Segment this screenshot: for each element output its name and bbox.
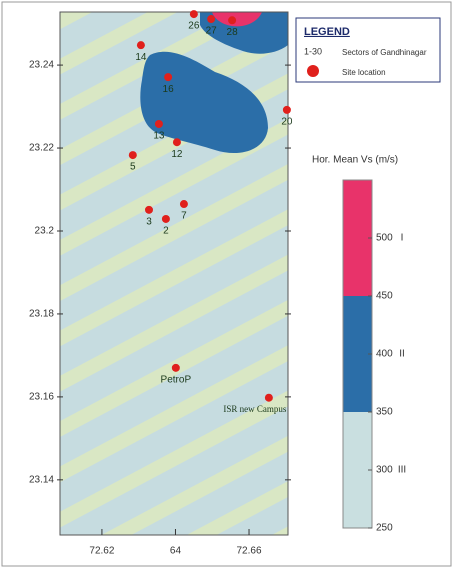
y-tick-label: 23.16: [29, 392, 54, 403]
x-tick-label: 64: [170, 546, 182, 557]
colorbar-tick-label: 400: [376, 349, 393, 360]
x-tick-label: 72.66: [237, 546, 262, 557]
legend-text: Sectors of Gandhinagar: [342, 48, 427, 57]
y-tick-label: 23.2: [35, 226, 55, 237]
colorbar-tick-label: 500: [376, 233, 393, 244]
y-tick-label: 23.22: [29, 143, 54, 154]
site-label: 13: [153, 131, 165, 142]
site-marker: [189, 10, 198, 19]
class-label: III: [398, 465, 406, 476]
y-tick-label: 23.14: [29, 474, 54, 485]
site-label: 2: [163, 226, 169, 237]
colorbar-tick-label: 300: [376, 465, 393, 476]
legend-box: [295, 17, 441, 83]
class-label: I: [401, 233, 404, 244]
site-label: 20: [281, 117, 293, 128]
site-label: 14: [135, 52, 147, 63]
site-marker: [171, 363, 180, 372]
colorbar-title: Hor. Mean Vs (m/s): [312, 155, 398, 166]
site-label: 5: [130, 162, 136, 173]
site-marker: [144, 205, 153, 214]
y-tick-label: 23.24: [29, 60, 54, 71]
site-marker: [136, 41, 145, 50]
colorbar-tick-label: 350: [376, 407, 393, 418]
legend-symbol: 1-30: [304, 46, 322, 56]
site-label: 26: [188, 21, 200, 32]
colorbar-tick-label: 450: [376, 291, 393, 302]
site-marker: [128, 151, 137, 160]
site-label: PetroP: [161, 374, 192, 385]
legend-marker: [307, 65, 319, 77]
site-label: ISR new Campus: [223, 404, 286, 414]
x-tick-label: 72.62: [89, 546, 114, 557]
site-marker: [172, 138, 181, 147]
contour-zone: [212, 12, 262, 27]
site-marker: [282, 105, 291, 114]
site-marker: [154, 119, 163, 128]
plot-border: [59, 11, 289, 536]
y-tick-label: 23.18: [29, 309, 54, 320]
site-label: 12: [171, 149, 183, 160]
site-label: 28: [227, 27, 239, 38]
site-marker: [179, 200, 188, 209]
site-marker: [207, 15, 216, 24]
colorbar-band: [343, 180, 372, 296]
site-marker: [228, 16, 237, 25]
contour-zone: [140, 51, 268, 154]
site-label: 16: [163, 84, 175, 95]
site-label: 7: [181, 211, 187, 222]
colorbar-band: [343, 296, 372, 412]
site-marker: [161, 214, 170, 223]
colorbar-tick-label: 250: [376, 523, 393, 534]
site-label: 27: [206, 26, 218, 37]
legend-text: Site location: [342, 68, 386, 77]
site-marker: [164, 73, 173, 82]
site-marker: [264, 393, 273, 402]
legend-title: LEGEND: [304, 26, 350, 38]
class-label: II: [399, 349, 405, 360]
site-label: 3: [146, 216, 152, 227]
colorbar-band: [343, 412, 372, 528]
